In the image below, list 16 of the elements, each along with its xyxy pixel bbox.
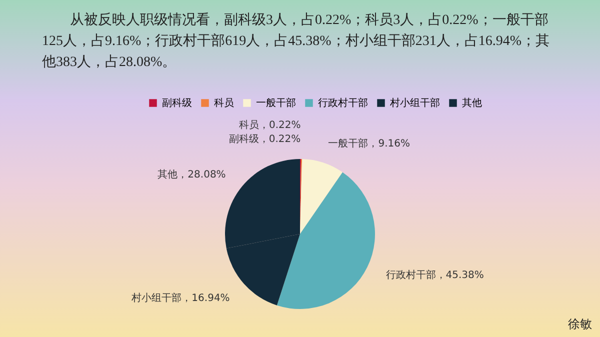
data-label: 一般干部，9.16% [328, 137, 410, 150]
data-label: 村小组干部，16.94% [130, 292, 230, 304]
data-label: 其他，28.08% [158, 168, 226, 181]
data-label: 科员，0.22% [238, 119, 301, 132]
chart-title: 从被反映人职级情况看，副科级3人，占0.22%；科员3人，占0.22%；一般干部125人，占9.16%；行政村干部619人，占45.38%；村小组干部231人，占16.94%；其他383人，占28.08%。 [42, 12, 550, 72]
legend-label: 行政村干部 [318, 97, 368, 109]
data-label: 行政村干部，45.38% [386, 268, 484, 281]
text: 徐敏 [568, 316, 592, 333]
legend-label: 一般干部 [256, 97, 296, 109]
pie-slice [276, 172, 375, 309]
data-label: 副科级，0.22% [228, 133, 301, 145]
pie-slice [300, 159, 343, 234]
legend-label: 科员 [214, 97, 234, 109]
legend-label: 村小组干部 [389, 97, 440, 109]
legend-label: 其他 [462, 97, 482, 109]
legend-label: 副科级 [162, 97, 192, 109]
